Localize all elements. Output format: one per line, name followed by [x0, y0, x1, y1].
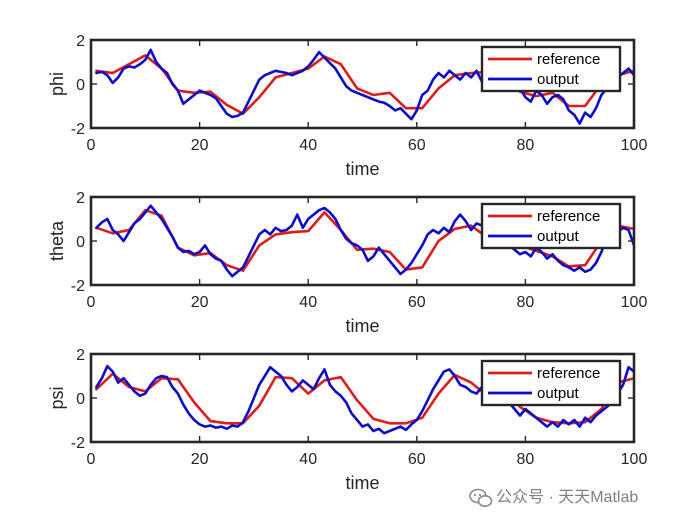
legend-label-output: output	[537, 385, 580, 402]
legend-box	[480, 359, 622, 407]
x-tick-label: 0	[87, 294, 96, 311]
y-tick-label: 2	[76, 347, 85, 364]
watermark-text: 公众号 · 天天Matlab	[496, 488, 638, 506]
legend-box	[480, 45, 622, 93]
x-tick-label: 60	[408, 294, 426, 311]
legend-label-output: output	[537, 71, 580, 88]
x-axis-label: time	[345, 473, 379, 493]
legend: reference output	[480, 359, 622, 407]
x-tick-label: 40	[299, 451, 317, 468]
x-tick-label: 20	[191, 451, 209, 468]
legend-box	[480, 202, 622, 250]
x-tick-label: 0	[87, 137, 96, 154]
x-tick-label: 60	[408, 137, 426, 154]
x-tick-label: 80	[517, 294, 535, 311]
y-tick-label: 0	[76, 77, 85, 94]
legend-label-reference: reference	[537, 208, 600, 225]
x-tick-label: 100	[621, 294, 648, 311]
y-axis-label: theta	[47, 220, 67, 261]
series-line-reference	[95, 54, 634, 115]
wechat-icon	[469, 488, 493, 507]
series-line-output	[95, 364, 634, 435]
x-tick-label: 60	[408, 451, 426, 468]
x-tick-label: 80	[517, 137, 535, 154]
y-axis-label: psi	[47, 386, 67, 409]
x-tick-label: 0	[87, 451, 96, 468]
y-tick-label: 2	[76, 190, 85, 207]
y-tick-label: 0	[76, 234, 85, 251]
legend-label-reference: reference	[537, 51, 600, 68]
y-tick-label: 0	[76, 391, 85, 408]
y-tick-label: -2	[71, 435, 85, 452]
series-line-output	[95, 48, 634, 125]
x-axis-label: time	[345, 316, 379, 336]
series-line-reference	[95, 372, 634, 425]
legend: reference output	[480, 45, 622, 93]
x-tick-label: 20	[191, 137, 209, 154]
x-tick-label: 40	[299, 294, 317, 311]
x-tick-label: 100	[621, 451, 648, 468]
x-axis-label: time	[345, 159, 379, 179]
legend-label-output: output	[537, 228, 580, 245]
y-tick-label: -2	[71, 278, 85, 295]
watermark: 公众号 · 天天Matlab	[469, 488, 638, 507]
legend: reference output	[480, 202, 622, 250]
legend-label-reference: reference	[537, 365, 600, 382]
y-tick-label: -2	[71, 121, 85, 138]
x-tick-label: 80	[517, 451, 535, 468]
series-line-output	[95, 204, 634, 278]
y-axis-label: phi	[47, 72, 67, 96]
x-tick-label: 40	[299, 137, 317, 154]
y-tick-label: 2	[76, 33, 85, 50]
x-tick-label: 100	[621, 137, 648, 154]
x-tick-label: 20	[191, 294, 209, 311]
